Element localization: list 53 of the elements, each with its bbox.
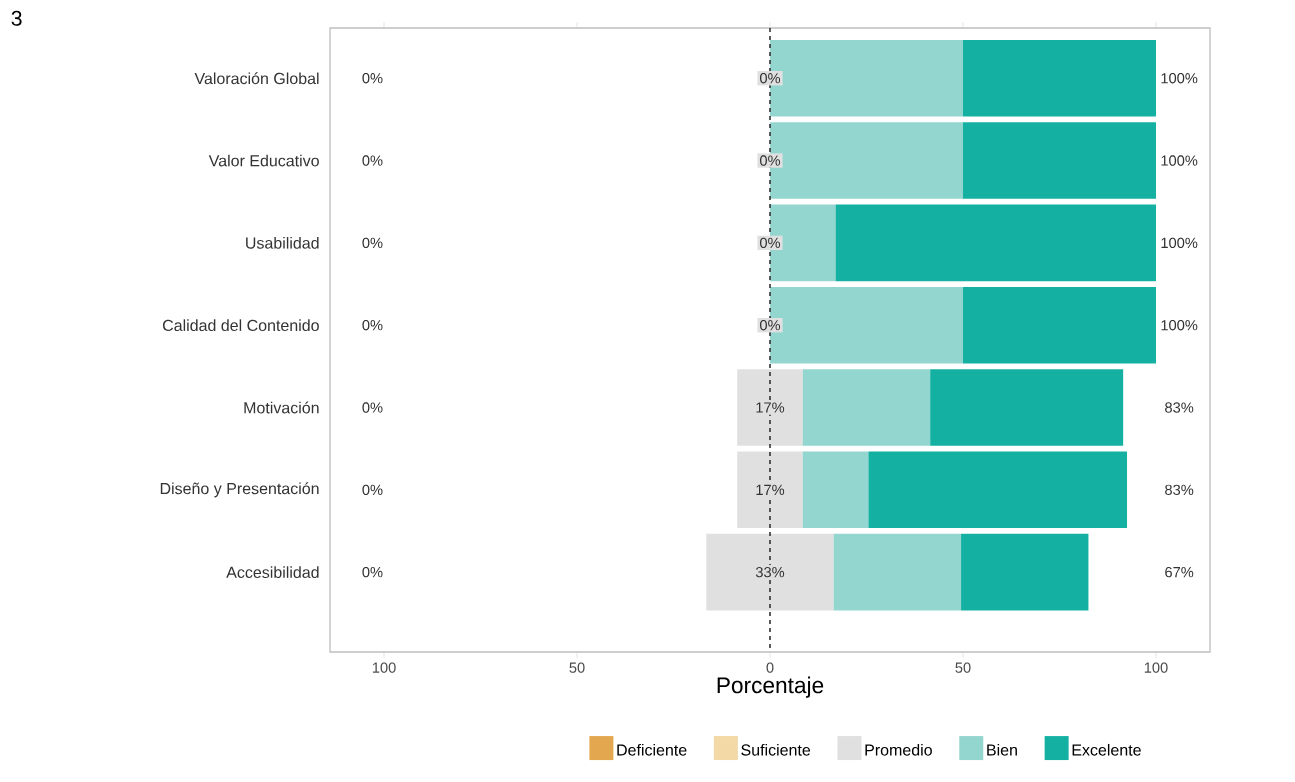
y-tick-label: Usabilidad xyxy=(246,237,319,249)
bar xyxy=(961,533,1089,611)
y-tick-label: Valoración Global xyxy=(194,72,319,85)
bar xyxy=(802,451,869,529)
annotation: 83% xyxy=(1165,484,1194,496)
annotation: 0% xyxy=(362,566,383,578)
data-label: 17% xyxy=(756,402,785,413)
y-tick-label: Motivación xyxy=(244,401,319,414)
bar xyxy=(833,533,962,611)
bar xyxy=(962,286,1156,364)
y-tick-label: Calidad del Contenido xyxy=(162,319,319,332)
bar xyxy=(868,451,1128,529)
annotation: 0% xyxy=(362,484,383,496)
bar xyxy=(737,451,803,529)
x-tick-label: 50 xyxy=(569,662,585,673)
annotation: 0% xyxy=(362,155,383,166)
annotation: 0% xyxy=(362,320,383,331)
annotation: 0% xyxy=(362,402,383,413)
legend-label: Suficiente xyxy=(741,743,811,756)
annotation: 67% xyxy=(1165,566,1194,578)
bar xyxy=(706,533,834,611)
legend-label: Deficiente xyxy=(617,743,687,756)
bar xyxy=(962,122,1156,199)
annotation: 0% xyxy=(362,73,383,84)
x-tick-label: 100 xyxy=(1144,662,1168,673)
data-label: 17% xyxy=(756,484,785,495)
legend-label: Promedio xyxy=(865,743,932,756)
y-tick-label: Valor Educativo xyxy=(208,154,319,167)
bar xyxy=(802,369,931,446)
y-tick-label: Diseño y Presentación xyxy=(160,482,319,498)
data-label: 33% xyxy=(755,566,785,578)
annotation: 0% xyxy=(362,237,383,249)
annotation: 100% xyxy=(1161,155,1198,166)
annotation: 100% xyxy=(1161,237,1198,249)
bar xyxy=(737,369,803,446)
data-label: 0% xyxy=(759,320,781,331)
data-label: 0% xyxy=(759,73,781,84)
x-tick-label: 100 xyxy=(372,662,396,673)
x-axis-title: Porcentaje xyxy=(717,676,824,698)
text: 3 xyxy=(11,10,22,26)
legend-label: Excelente xyxy=(1072,743,1141,756)
x-tick-label: 0 xyxy=(766,662,774,673)
bar xyxy=(835,204,1156,282)
x-tick-label: 50 xyxy=(955,662,971,673)
annotation: 100% xyxy=(1161,73,1198,84)
bar xyxy=(962,39,1156,117)
bar xyxy=(930,369,1124,446)
annotation: 100% xyxy=(1161,320,1198,331)
data-label: 0% xyxy=(759,155,781,166)
annotation: 83% xyxy=(1165,402,1194,413)
legend-label: Bien xyxy=(987,743,1017,756)
y-tick-label: Accesibilidad xyxy=(226,566,319,579)
data-label: 0% xyxy=(759,237,781,249)
